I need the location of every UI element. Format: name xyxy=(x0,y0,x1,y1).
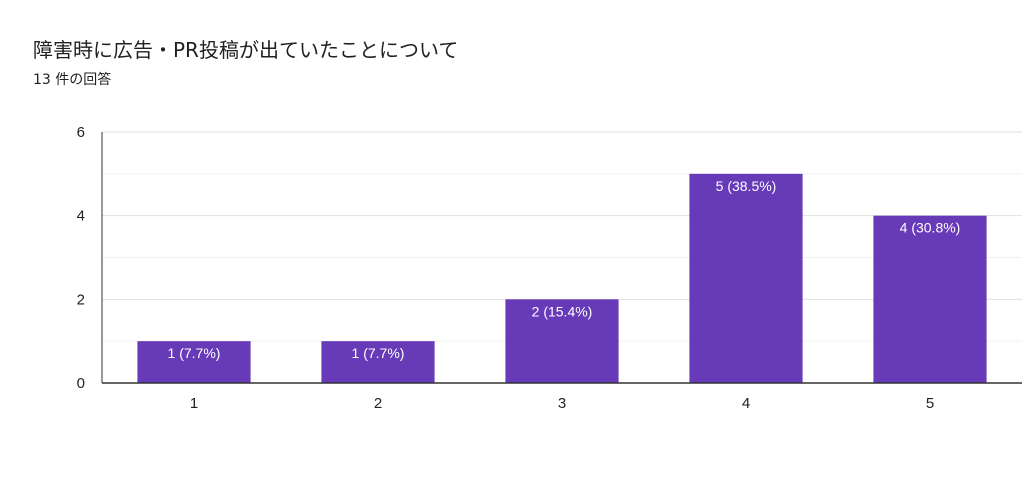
y-tick-label: 0 xyxy=(77,375,85,392)
y-tick-label: 4 xyxy=(77,208,85,225)
bar-data-label: 5 (38.5%) xyxy=(716,178,777,194)
x-tick-label: 1 xyxy=(190,395,198,412)
y-tick-label: 2 xyxy=(77,291,85,308)
bar-2 xyxy=(321,341,435,383)
x-tick-label: 4 xyxy=(742,395,750,412)
bar-3 xyxy=(505,299,619,383)
x-tick-label: 3 xyxy=(558,395,566,412)
bar-data-label: 1 (7.7%) xyxy=(168,345,221,361)
x-tick-label: 2 xyxy=(374,395,382,412)
y-tick-label: 6 xyxy=(77,124,85,141)
bar-data-label: 2 (15.4%) xyxy=(532,303,593,319)
bar-5 xyxy=(873,215,987,383)
response-count: 13 件の回答 xyxy=(33,72,112,88)
x-tick-label: 5 xyxy=(926,395,934,412)
bars xyxy=(137,173,987,383)
bar-data-label: 4 (30.8%) xyxy=(900,220,961,236)
axes xyxy=(101,132,1022,384)
labels: 0 2 4 6 1 (7.7%) 1 1 (7.7%) 2 2 (15.4%) 3 5 (38.5%… xyxy=(77,124,961,412)
bar-4 xyxy=(689,173,803,383)
bar-1 xyxy=(137,341,251,383)
chart-title: 障害時に広告・PR投稿が出ていたことについて xyxy=(33,38,459,62)
bar-data-label: 1 (7.7%) xyxy=(352,345,405,361)
